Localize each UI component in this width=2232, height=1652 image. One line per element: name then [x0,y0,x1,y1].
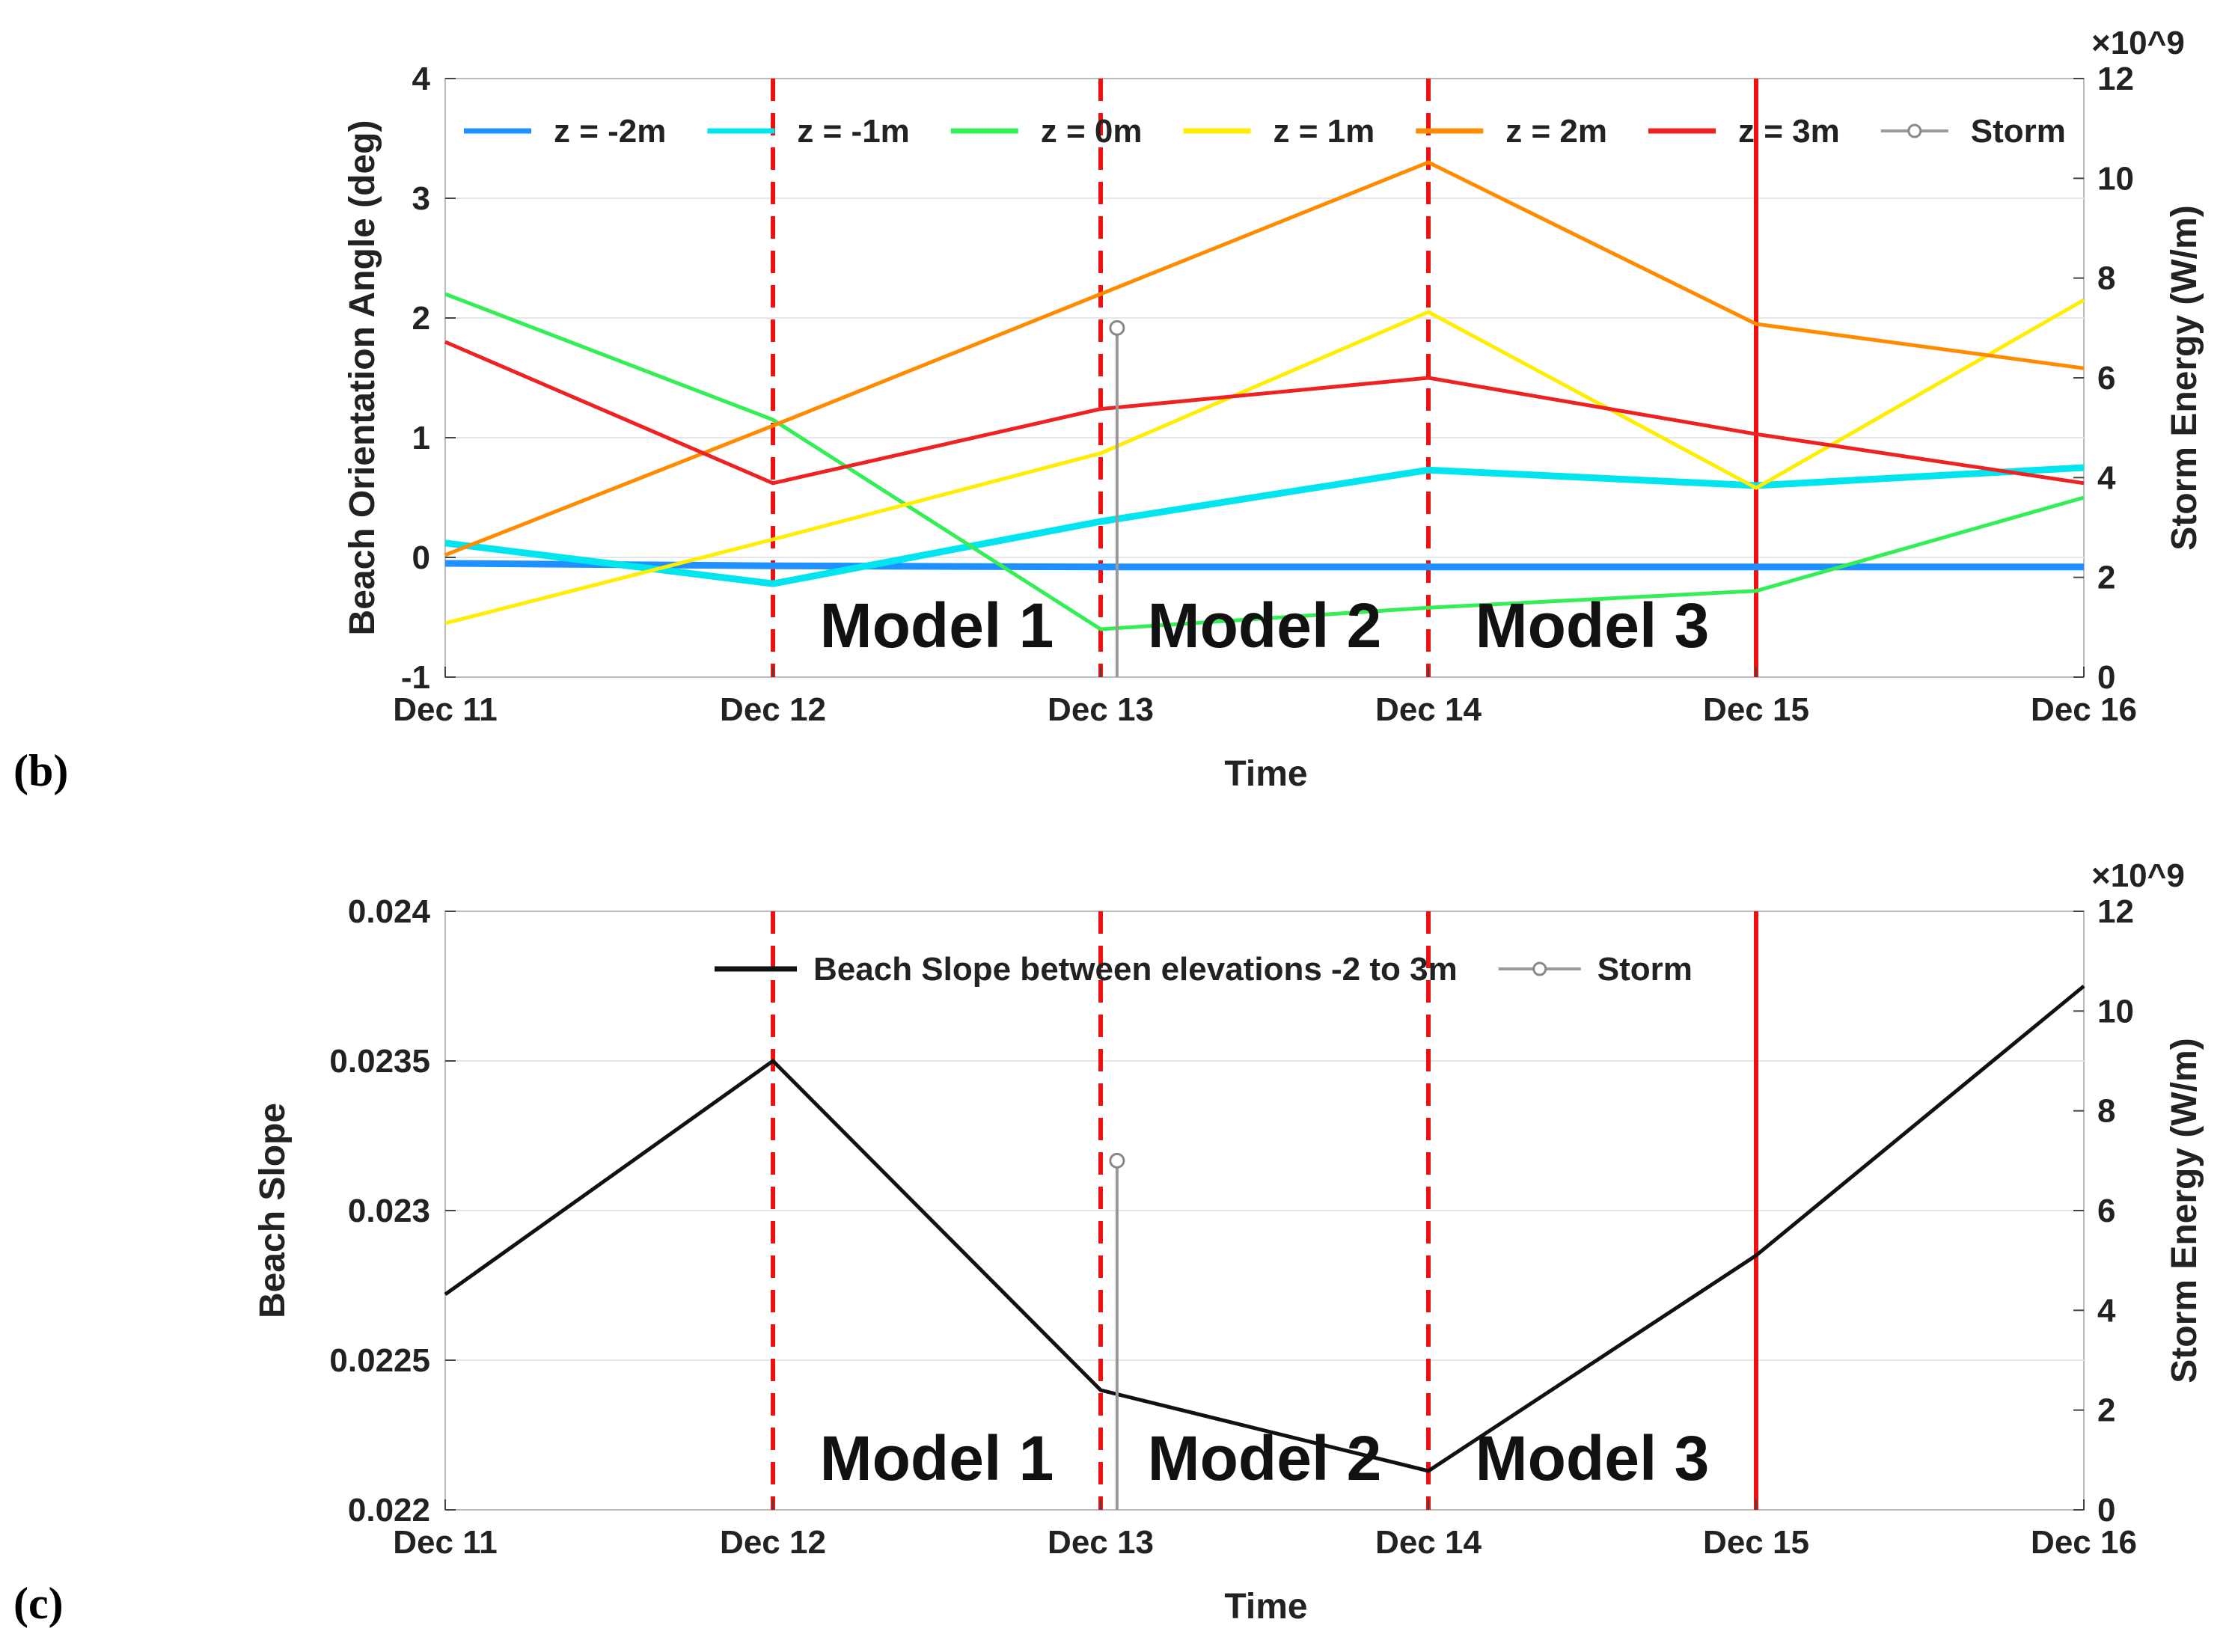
panel-b-right-axis-label: Storm Energy (W/m) [2165,205,2204,550]
panel-c-x-axis-label: Time [1224,1587,1307,1627]
model-label: Model 1 [820,590,1054,661]
panel-c-left-ticks: 0.022 0.0225 0.023 0.0235 0.024 [329,893,456,1529]
panel-b-right-ticks: 0 2 4 6 8 10 12 [2073,61,2134,696]
panel-c-x-ticks: Dec 11 Dec 12 Dec 13 Dec 14 Dec 15 Dec 16 [393,1499,2137,1561]
x-tick-label: Dec 14 [1375,1524,1482,1561]
x-tick-label: Dec 12 [720,691,826,728]
series-line [444,292,2085,631]
panel-b-storm [1109,319,1125,677]
right-tick-label: 4 [2097,459,2116,496]
right-tick-label: 0 [2097,1492,2115,1529]
model-label: Model 2 [1148,590,1382,661]
model-label: Model 2 [1148,1423,1382,1493]
legend-label: z = -2m [554,113,666,150]
storm-marker [1109,319,1125,336]
panel-c-model-boundaries [771,911,1758,1510]
y-tick-label: 0.0235 [329,1043,430,1080]
right-tick-label: 8 [2097,260,2115,297]
right-tick-label: 10 [2097,160,2134,197]
panel-b-chart: Model 1 Model 2 Model 3 z = -2m z = -1m z = … [13,25,2204,795]
legend-label: z = -1m [797,113,909,150]
right-tick-label: 6 [2097,360,2115,397]
right-tick-label: 2 [2097,560,2115,596]
y-tick-label: 2 [412,300,430,337]
right-tick-label: 12 [2097,893,2134,930]
y-tick-label: -1 [401,659,430,696]
panel-b-model-labels: Model 1 Model 2 Model 3 [820,590,1710,661]
model-label: Model 3 [1476,1423,1710,1493]
y-tick-label: 1 [412,420,430,456]
panel-c-chart: Model 1 Model 2 Model 3 Beach Slope betwee… [13,857,2204,1628]
x-tick-label: Dec 12 [720,1524,826,1561]
right-tick-label: 0 [2097,659,2115,696]
legend-label: z = 1m [1274,113,1375,150]
legend-label: Storm [1597,951,1693,988]
panel-c-label: (c) [13,1579,64,1628]
legend-label: Storm [1971,113,2066,150]
model-label: Model 1 [820,1423,1054,1493]
panel-c-right-axis-label: Storm Energy (W/m) [2165,1038,2204,1383]
storm-marker [1109,1152,1125,1169]
y-tick-label: 0.024 [348,893,431,930]
series-line [444,464,2085,587]
panel-b-y-axis-label: Beach Orientation Angle (deg) [343,120,382,636]
legend-label: z = 0m [1041,113,1143,150]
y-tick-label: 3 [412,180,430,217]
right-tick-label: 10 [2097,993,2134,1030]
x-tick-label: Dec 13 [1048,691,1154,728]
panel-b-series [444,160,2085,631]
panel-c-storm [1109,1152,1125,1510]
x-tick-label: Dec 16 [2031,691,2137,728]
panel-b-left-ticks: -1 0 1 2 3 4 [401,61,456,696]
x-tick-label: Dec 13 [1048,1524,1154,1561]
panel-b-legend: z = -2m z = -1m z = 0m z = 1m z = 2m z = 3m St… [464,113,2066,150]
right-tick-label: 8 [2097,1093,2115,1130]
right-tick-label: 2 [2097,1392,2115,1429]
model-label: Model 3 [1476,590,1710,661]
x-tick-label: Dec 15 [1703,1524,1809,1561]
panel-b-model-boundaries [771,79,1758,677]
x-tick-label: Dec 11 [393,691,497,728]
panel-c-legend: Beach Slope between elevations -2 to 3m S… [715,951,1693,988]
panel-b-right-multiplier: ×10^9 [2091,25,2185,61]
panel-b-plot-area [444,78,2085,678]
panel-c-y-axis-label: Beach Slope [253,1103,293,1318]
panel-c-model-labels: Model 1 Model 2 Model 3 [820,1423,1710,1493]
y-tick-label: 0.0225 [329,1342,430,1379]
series-line [444,560,2084,571]
x-tick-label: Dec 16 [2031,1524,2137,1561]
panel-b-x-ticks: Dec 11 Dec 12 Dec 13 Dec 14 Dec 15 Dec 16 [393,667,2137,728]
y-tick-label: 0.022 [348,1492,430,1529]
legend-storm-marker [1532,961,1547,976]
right-tick-label: 12 [2097,61,2134,97]
right-tick-label: 6 [2097,1193,2115,1229]
series-line [444,340,2085,486]
series-line [444,160,2085,557]
series-line [444,985,2085,1473]
x-tick-label: Dec 15 [1703,691,1809,728]
panel-c-right-ticks: 0 2 4 6 8 10 12 [2073,893,2134,1529]
legend-label: Beach Slope between elevations -2 to 3m [813,951,1458,988]
panel-c-series [444,985,2085,1473]
right-tick-label: 4 [2097,1292,2116,1329]
x-tick-label: Dec 11 [393,1524,497,1561]
panel-c-right-multiplier: ×10^9 [2091,857,2185,894]
y-tick-label: 0.023 [348,1193,430,1229]
panel-b-grid [445,198,2084,558]
panel-b-x-axis-label: Time [1224,754,1307,794]
y-tick-label: 4 [412,61,431,97]
legend-storm-marker [1907,123,1922,138]
legend-label: z = 3m [1738,113,1840,150]
y-tick-label: 0 [412,539,430,576]
legend-label: z = 2m [1505,113,1607,150]
series-line [444,298,2085,625]
panel-b-label: (b) [13,746,68,795]
x-tick-label: Dec 14 [1375,691,1482,728]
